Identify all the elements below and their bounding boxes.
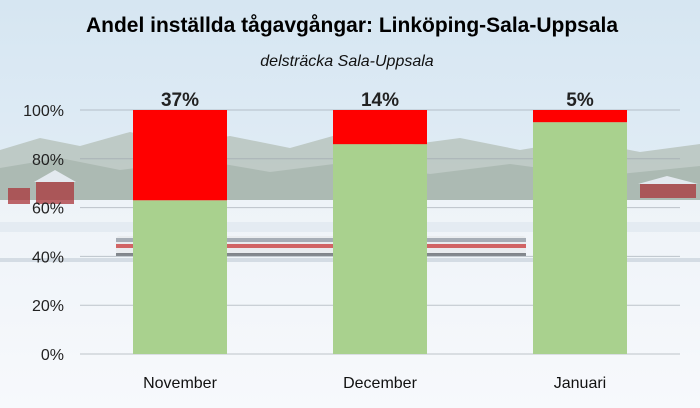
bar-segment-januari-0 — [533, 122, 627, 354]
bar-segment-december-0 — [333, 144, 427, 354]
data-label-december: 14% — [361, 90, 399, 111]
chart-title: Andel inställda tågavgångar: Linköping-S… — [86, 14, 618, 37]
y-tick-label: 60% — [32, 201, 64, 218]
y-tick-label: 80% — [32, 152, 64, 169]
y-tick-label: 100% — [23, 103, 64, 120]
data-label-januari: 5% — [566, 90, 594, 111]
data-labels: 37% 14% 5% — [161, 90, 594, 111]
bars — [133, 110, 627, 354]
house-left — [8, 170, 76, 204]
chart-subtitle: delsträcka Sala-Uppsala — [260, 53, 434, 70]
bar-segment-november-1 — [133, 110, 227, 201]
y-tick-label: 0% — [41, 347, 64, 364]
data-label-november: 37% — [161, 90, 199, 111]
house-right — [638, 176, 698, 198]
y-tick-label: 40% — [32, 249, 64, 266]
x-axis-labels: November December Januari — [143, 375, 606, 392]
y-tick-label: 20% — [32, 298, 64, 315]
bar-segment-december-1 — [333, 110, 427, 145]
x-tick-label-januari: Januari — [554, 375, 606, 392]
y-axis-ticks: 0% 20% 40% 60% 80% 100% — [23, 103, 64, 364]
x-tick-label-december: December — [343, 375, 417, 392]
x-tick-label-november: November — [143, 375, 217, 392]
bar-segment-november-0 — [133, 200, 227, 354]
bar-segment-januari-1 — [533, 110, 627, 123]
